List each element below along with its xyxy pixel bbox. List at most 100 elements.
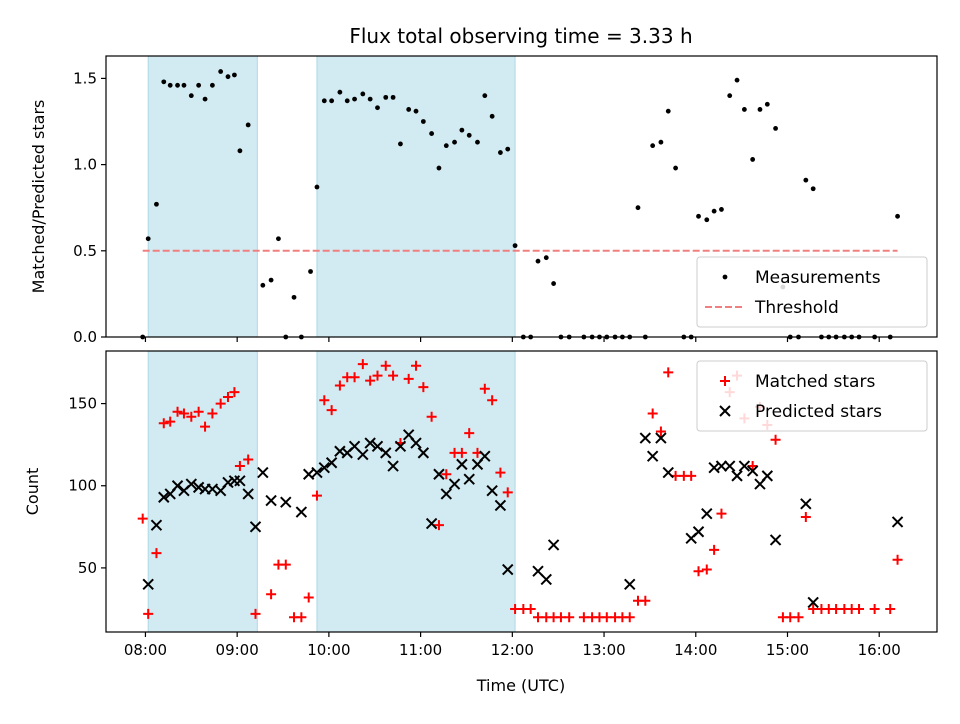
matched-stars-point	[487, 395, 498, 406]
measurement-point	[337, 89, 343, 95]
x-tick-label: 10:00	[307, 641, 350, 659]
legend-marker	[720, 376, 730, 386]
measurement-point	[260, 282, 266, 288]
predicted-stars-point	[387, 460, 399, 472]
legend-marker	[722, 274, 728, 280]
matched-stars-point	[250, 608, 261, 619]
matched-stars-point	[686, 470, 697, 481]
matched-stars-point	[647, 408, 658, 419]
matched-stars-point	[303, 592, 314, 603]
measurement-point	[360, 91, 366, 97]
predicted-stars-point	[150, 519, 163, 531]
matched-stars-point	[418, 382, 429, 393]
predicted-stars-point	[646, 450, 659, 462]
x-axis-label: Time (UTC)	[476, 676, 565, 695]
matched-stars-point	[433, 520, 444, 531]
shaded-interval	[147, 55, 258, 338]
predicted-stars-point	[662, 466, 674, 479]
matched-stars-point	[479, 383, 490, 394]
predicted-stars-point	[311, 466, 323, 479]
matched-stars-point	[137, 513, 148, 524]
measurement-point	[218, 69, 224, 74]
measurement-point	[505, 146, 511, 152]
matched-stars-point	[334, 380, 345, 391]
measurement-point	[390, 94, 396, 100]
matched-stars-point	[770, 434, 781, 445]
predicted-stars-point	[249, 521, 262, 533]
measurement-point	[741, 107, 747, 112]
measurement-point	[167, 82, 173, 88]
predicted-stars-point	[440, 488, 452, 500]
matched-stars-point	[709, 544, 720, 555]
matched-stars-point	[234, 461, 245, 472]
measurement-point	[209, 82, 215, 88]
predicted-stars-point	[655, 432, 667, 444]
matched-stars-point	[464, 428, 475, 439]
y-tick-label: 50	[78, 559, 97, 577]
matched-stars-point	[243, 454, 254, 465]
predicted-stars-point	[357, 448, 369, 461]
predicted-stars-point	[807, 596, 819, 609]
matched-stars-point	[372, 370, 383, 381]
measurement-point	[352, 96, 357, 102]
measurement-point	[551, 281, 557, 286]
predicted-stars-point	[242, 488, 254, 500]
y-tick-label: 100	[68, 477, 97, 495]
x-tick-label: 15:00	[766, 641, 809, 659]
panel-counts: 50 100 150 08:00 09:00 10:00 11:00 12:00 13:00 14…	[23, 350, 938, 659]
legend-label: Threshold	[754, 298, 839, 318]
matched-stars-point	[380, 360, 391, 371]
x-tick-label: 11:00	[399, 641, 442, 659]
predicted-stars-point	[746, 465, 759, 477]
axes-frame	[105, 55, 938, 338]
matched-stars-point	[411, 360, 422, 371]
predicted-stars-point	[547, 539, 560, 551]
x-tick-label: 12:00	[491, 641, 534, 659]
predicted-stars-point	[265, 494, 277, 507]
matched-stars-point	[885, 603, 896, 614]
x-tick-label: 14:00	[674, 641, 717, 659]
predicted-stars-point	[761, 470, 774, 482]
matched-stars-point	[266, 589, 277, 600]
matched-stars-point	[564, 612, 575, 623]
predicted-stars-point	[371, 440, 384, 453]
predicted-stars-point	[701, 507, 713, 520]
matched-stars-point	[280, 559, 291, 570]
measurement-point	[673, 165, 678, 171]
predicted-stars-point	[486, 484, 498, 497]
measurement-point	[398, 141, 403, 147]
matched-stars-point	[296, 612, 307, 623]
matched-stars-point	[326, 405, 337, 416]
measurement-point	[535, 258, 541, 264]
matched-stars-point	[495, 467, 506, 478]
predicted-stars-point	[800, 498, 812, 510]
measurement-point	[482, 93, 488, 99]
measurement-point	[764, 101, 770, 107]
measurement-point	[237, 148, 243, 154]
measurement-point	[406, 107, 412, 112]
measurement-point	[727, 93, 733, 99]
predicted-stars-point	[280, 496, 292, 508]
measurement-point	[344, 98, 350, 104]
measurement-point	[650, 143, 656, 149]
predicted-stars-point	[417, 447, 430, 459]
measurement-point	[314, 184, 320, 190]
matched-stars-point	[357, 359, 368, 370]
y-axis-label: Count	[23, 468, 42, 516]
predicted-stars-point	[769, 534, 782, 546]
predicted-stars-point	[295, 506, 308, 518]
axes-frame	[105, 350, 938, 633]
measurement-point	[696, 213, 701, 219]
measurement-point	[232, 72, 237, 78]
predicted-stars-point	[433, 468, 445, 480]
x-tick-label: 13:00	[582, 641, 625, 659]
predicted-stars-point	[325, 457, 338, 469]
measurement-point	[175, 82, 180, 88]
matched-stars-point	[200, 421, 211, 432]
matched-stars-point	[456, 447, 467, 458]
measurement-point	[276, 236, 281, 242]
predicted-stars-point	[425, 517, 438, 530]
measurement-point	[321, 98, 327, 104]
legend-label: Measurements	[755, 268, 881, 288]
predicted-stars-point	[502, 563, 514, 576]
